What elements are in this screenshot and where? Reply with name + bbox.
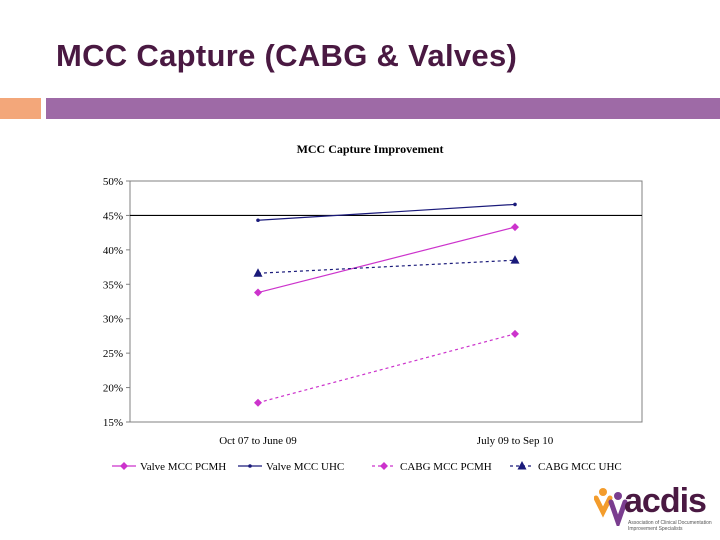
series-line <box>257 259 516 274</box>
series-line <box>257 226 516 294</box>
data-point <box>517 461 527 470</box>
y-tick-label: 25% <box>103 348 123 360</box>
accent-bar-purple <box>46 98 720 119</box>
data-point <box>248 464 252 468</box>
x-tick-label: Oct 07 to June 09 <box>219 435 297 447</box>
data-point <box>513 202 517 207</box>
data-point <box>256 218 260 223</box>
y-tick-label: 15% <box>103 417 123 429</box>
y-tick-label: 45% <box>103 210 123 222</box>
data-point <box>511 329 519 338</box>
data-point <box>510 255 520 264</box>
data-point <box>254 288 262 297</box>
plot-area <box>129 180 643 423</box>
mcc-capture-chart: MCC Capture Improvement 50% 45% 40% 35% 30% 2… <box>103 142 643 473</box>
accent-bar-orange <box>0 98 41 119</box>
legend-label: CABG MCC PCMH <box>400 461 492 473</box>
series-line <box>257 203 516 221</box>
data-point <box>380 462 388 470</box>
logo-tagline: Association of Clinical Documentation Im… <box>628 520 712 532</box>
y-tick-label: 30% <box>103 314 123 326</box>
chart-title: MCC Capture Improvement <box>297 142 444 156</box>
data-point <box>120 462 128 470</box>
acdis-logo: acdis Association of Clinical Documentat… <box>594 482 716 536</box>
y-tick-label: 35% <box>103 279 123 291</box>
legend-label: Valve MCC UHC <box>266 461 344 473</box>
y-tick-label: 20% <box>103 383 123 395</box>
series-line <box>257 333 516 404</box>
data-point <box>511 223 519 232</box>
y-tick-label: 40% <box>103 245 123 257</box>
x-tick-label: July 09 to Sep 10 <box>477 435 554 447</box>
y-tick-label: 50% <box>103 176 123 188</box>
logo-wordmark: acdis <box>624 482 707 520</box>
legend-label: CABG MCC UHC <box>538 461 622 473</box>
people-figures-icon <box>594 488 628 526</box>
data-point <box>253 268 263 277</box>
slide-title: MCC Capture (CABG & Valves) <box>56 38 518 73</box>
data-point <box>254 398 262 407</box>
legend-label: Valve MCC PCMH <box>140 461 226 473</box>
